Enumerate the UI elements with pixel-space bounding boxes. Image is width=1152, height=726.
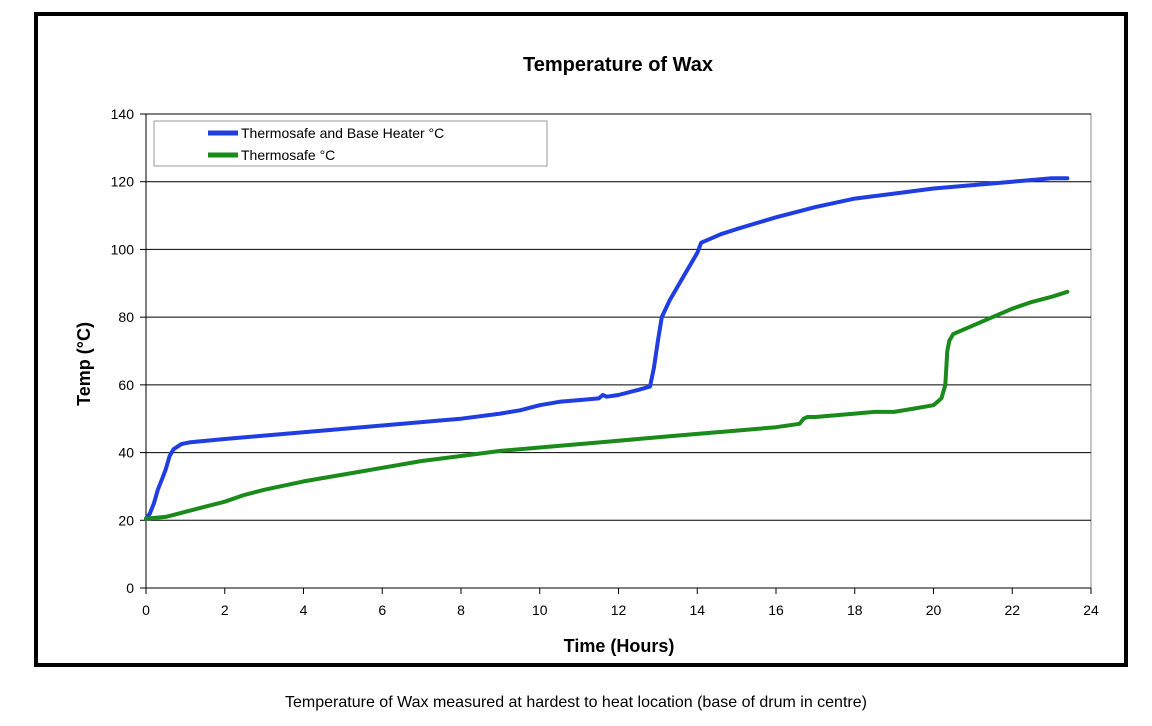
x-axis-title: Time (Hours) [564,636,675,656]
y-tick-label-80: 80 [118,309,134,325]
y-tick-label-120: 120 [111,174,135,190]
chart-frame: Temperature of Wax Time (Hours) Temp (°C… [34,12,1128,667]
x-tick-label-10: 10 [532,602,548,618]
y-axis-title: Temp (°C) [74,322,94,406]
series-line-thermosafe-and-base-heater-c [144,176,1070,521]
y-tick-label-20: 20 [118,512,134,528]
legend: Thermosafe and Base Heater °C Thermosafe… [153,120,548,167]
x-tick-label-16: 16 [768,602,784,618]
legend-label-thermosafe: Thermosafe °C [241,147,335,163]
y-tick-label-40: 40 [118,445,134,461]
chart-title: Temperature of Wax [523,54,713,76]
figure-caption: Temperature of Wax measured at hardest t… [285,694,867,711]
y-tick-label-140: 140 [111,106,135,122]
x-tick-label-4: 4 [300,602,308,618]
legend-box [153,120,548,167]
x-tick-label-18: 18 [847,602,863,618]
x-tick-label-8: 8 [457,602,465,618]
y-tick-label-60: 60 [118,377,134,393]
x-tick-label-14: 14 [689,602,705,618]
x-tick-label-24: 24 [1083,602,1099,618]
x-tick-label-0: 0 [142,602,150,618]
series-lines [144,176,1070,521]
series-line-thermosafe-c [144,289,1070,521]
x-tick-label-20: 20 [926,602,942,618]
x-tick-label-22: 22 [1004,602,1020,618]
legend-label-thermosafe-and-base-heater: Thermosafe and Base Heater °C [241,125,444,141]
y-tick-label-0: 0 [126,580,134,596]
x-tick-label-2: 2 [221,602,229,618]
y-tick-label-100: 100 [111,241,135,257]
x-tick-label-12: 12 [611,602,627,618]
line-chart: Temperature of Wax Time (Hours) Temp (°C… [74,54,1099,656]
x-tick-label-6: 6 [378,602,386,618]
